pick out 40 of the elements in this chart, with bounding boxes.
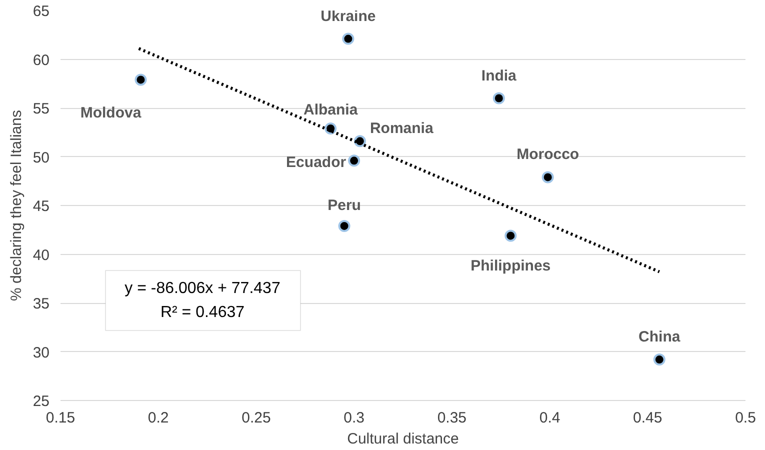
annotation: Peru [328,196,361,214]
annotation: Moldova [80,104,142,122]
point [348,154,360,167]
x-tick-label: 0.15 [46,410,76,426]
x-axis-title: Cultural distance [347,430,459,448]
y-tick-label: 30 [32,344,50,362]
annotation: Albania [303,101,358,118]
x-tick-label: 0.5 [735,410,756,426]
point [324,122,337,134]
point [492,92,505,104]
y-tick-label: 60 [32,52,50,69]
point [542,171,554,184]
y-tick-label: 55 [32,100,50,118]
x-tick-label: 0.35 [437,410,467,426]
x-tick-label: 0.25 [242,410,271,426]
x-tick-label: 0.45 [633,410,662,426]
annotation: China [638,328,681,346]
y-tick-label: 40 [32,246,50,264]
point [342,32,354,45]
y-tick-label: 45 [32,198,50,215]
point [504,230,517,242]
point [338,220,350,232]
annotation: y = -86.006x + 77.437 [124,280,280,297]
annotation: India [481,67,518,84]
x-tick-label: 0.4 [539,410,560,426]
point [134,74,147,86]
point [354,135,366,148]
y-tick-label: 35 [32,296,50,312]
annotation: Romania [370,120,434,138]
y-axis-title: % declaring they feel Italians [8,110,25,301]
annotation: Philippines [470,258,551,275]
x-tick-label: 0.3 [344,410,365,426]
y-tick-label: 50 [32,149,50,166]
x-tick-label: 0.2 [148,410,169,426]
y-tick-label: 65 [32,3,50,20]
annotation: Ecuador [286,154,346,172]
point [653,354,666,366]
y-tick-label: 25 [32,393,50,410]
annotation: Morocco [516,146,580,164]
annotation: R² = 0.4637 [160,304,245,321]
